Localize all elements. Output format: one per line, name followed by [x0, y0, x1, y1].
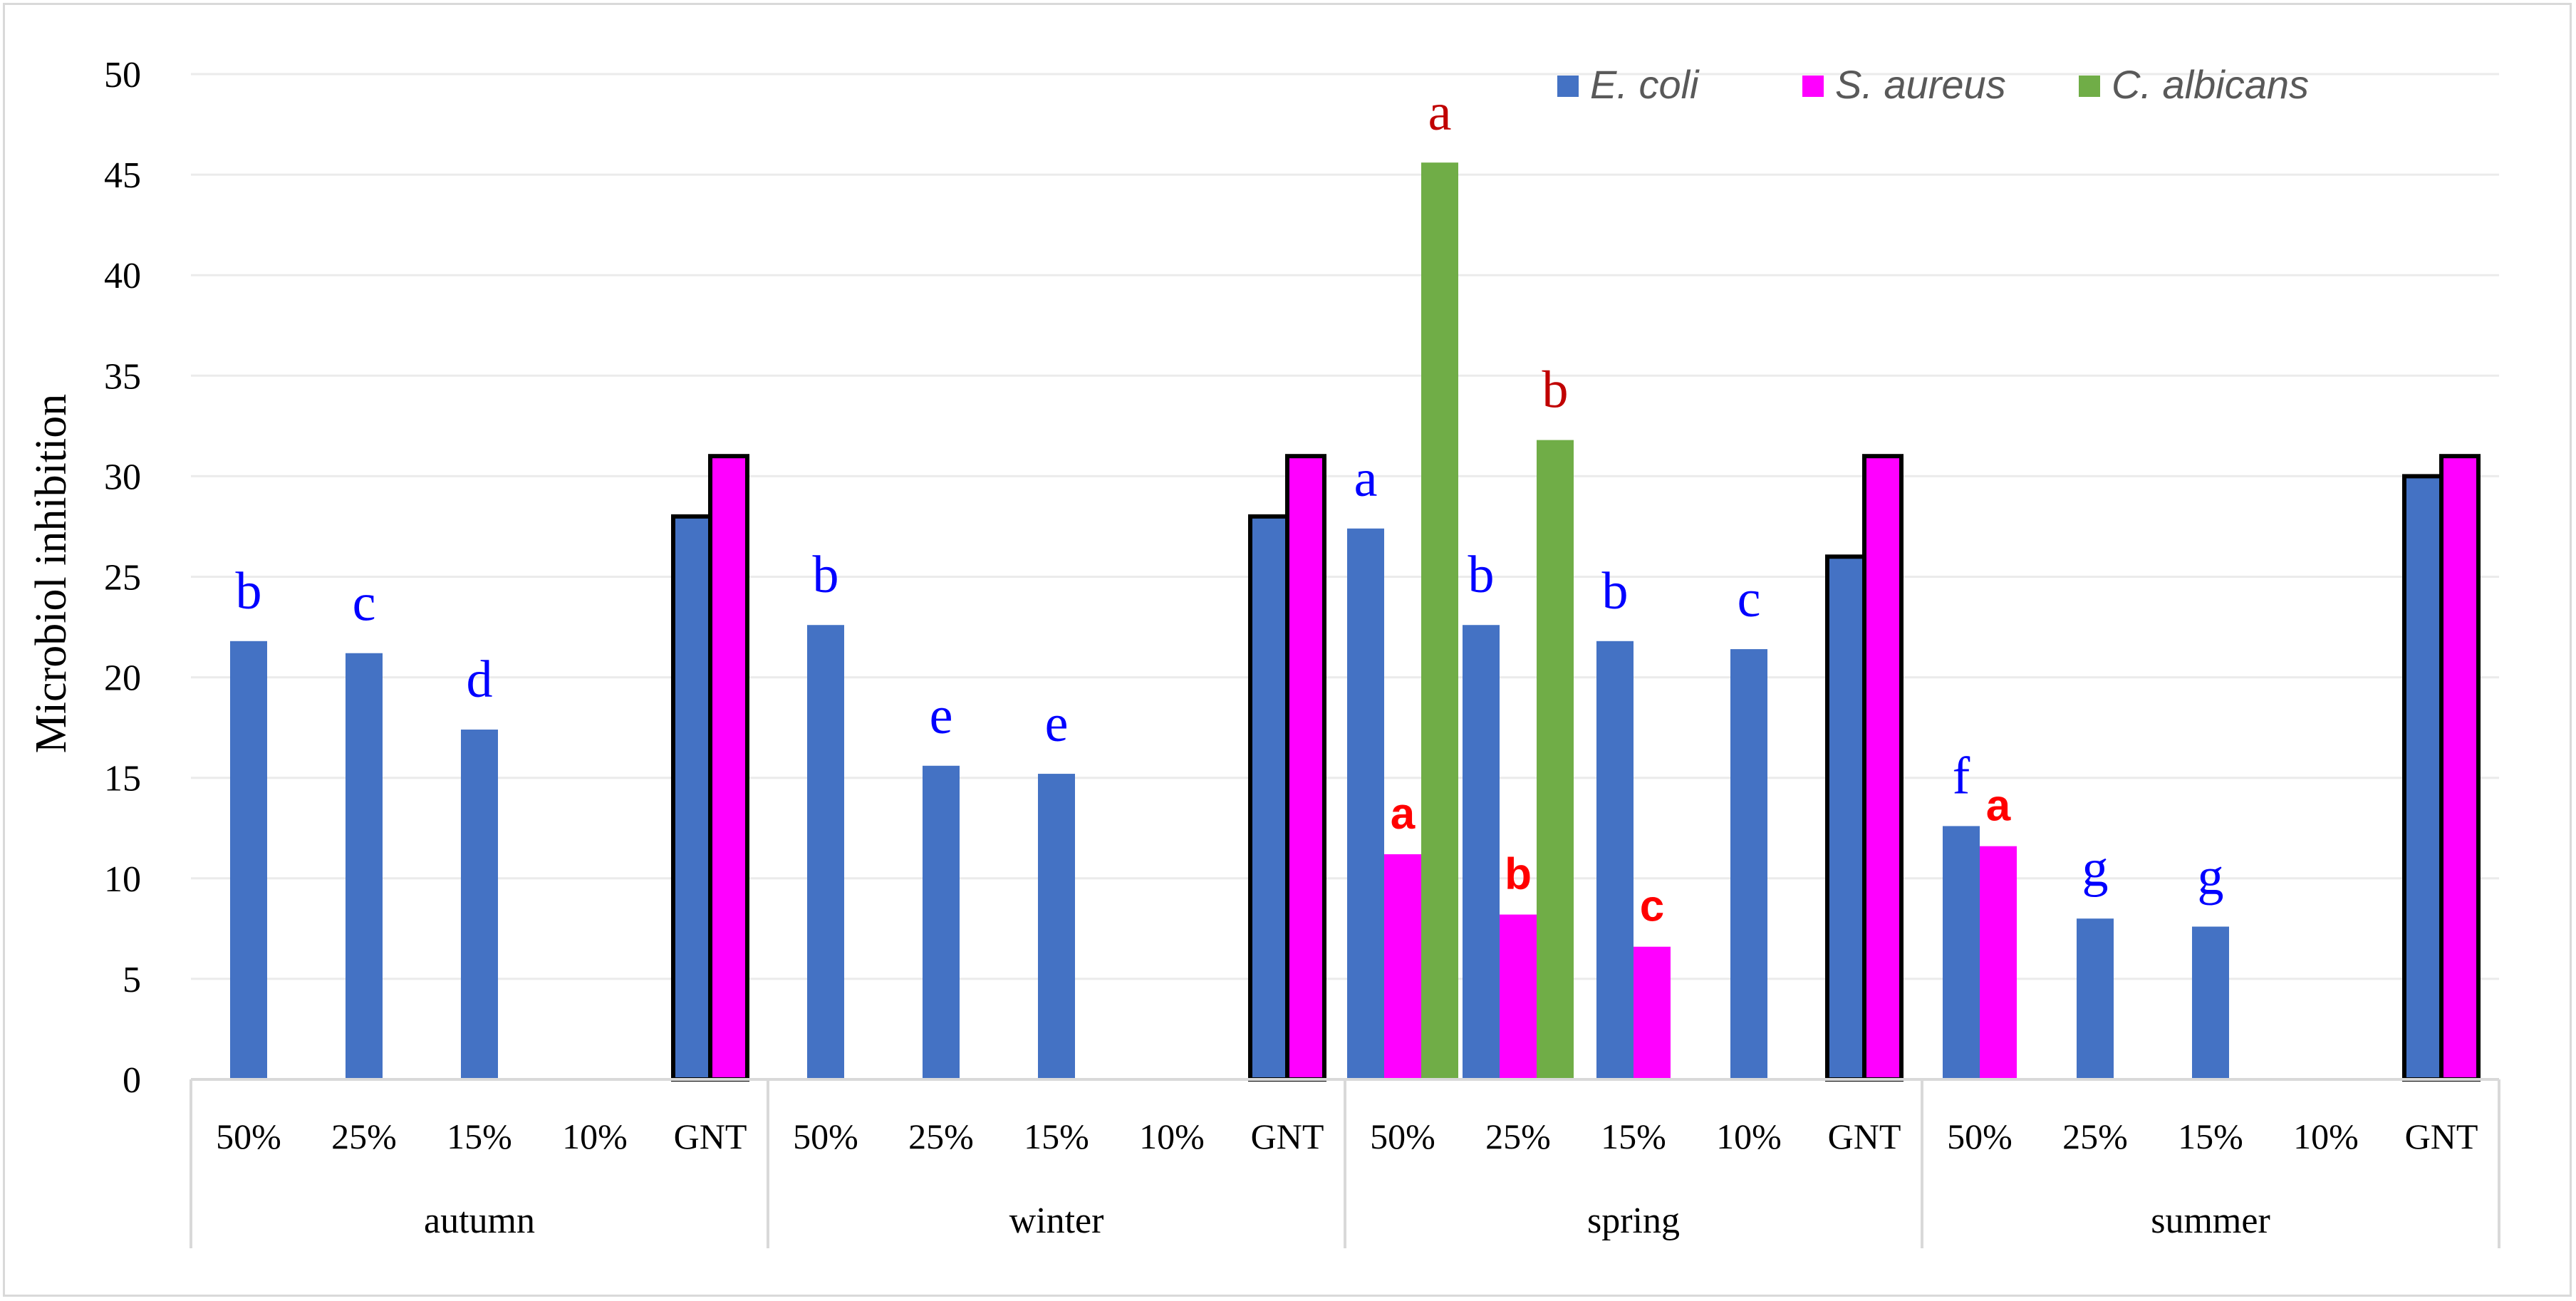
- bar-summer-15pct-ecoli: [2192, 926, 2229, 1079]
- bar-spring-25pct-ecoli: [1463, 625, 1500, 1079]
- x-tick-label-winter-15pct: 15%: [1024, 1116, 1089, 1156]
- x-tick-label-winter-50pct: 50%: [793, 1116, 858, 1156]
- y-tick-label-40: 40: [104, 256, 141, 296]
- gridlines: [191, 73, 2499, 980]
- bar-autumn-GNT-saureus: [708, 454, 749, 1082]
- bar-spring-15pct-ecoli: [1596, 641, 1634, 1079]
- y-tick-label-50: 50: [104, 55, 141, 95]
- significance-letter-0: b: [236, 562, 262, 621]
- significance-letter-16: a: [1986, 782, 2011, 831]
- bar-winter-50pct-ecoli: [807, 625, 844, 1079]
- bar-autumn-25pct-ecoli: [346, 653, 383, 1079]
- significance-letter-14: b: [1505, 850, 1532, 899]
- bar-summer-25pct-ecoli: [2077, 918, 2114, 1079]
- bar-spring-GNT-saureus: [1862, 454, 1904, 1082]
- group-label-spring: spring: [1587, 1201, 1680, 1241]
- x-tick-label-winter-GNT: GNT: [1251, 1116, 1324, 1156]
- y-tick-label-30: 30: [104, 457, 141, 497]
- bar-autumn-50pct-ecoli: [230, 641, 267, 1079]
- bar-summer-50pct-saureus: [1980, 846, 2017, 1079]
- significance-letter-18: b: [1542, 361, 1569, 420]
- legend: E. coli S. aureus C. albicans: [1557, 62, 2309, 107]
- bar-summer-50pct-ecoli: [1943, 826, 1980, 1079]
- significance-letter-3: b: [813, 546, 839, 604]
- x-tick-label-autumn-15pct: 15%: [447, 1116, 512, 1156]
- x-tick-label-winter-25pct: 25%: [908, 1116, 974, 1156]
- bar-spring-25pct-saureus: [1500, 914, 1537, 1079]
- bar-spring-50pct-ecoli: [1347, 528, 1384, 1079]
- significance-letter-2: d: [467, 650, 493, 709]
- x-tick-label-summer-15pct: 15%: [2178, 1116, 2243, 1156]
- y-tick-label-25: 25: [104, 558, 141, 598]
- y-tick-label-5: 5: [123, 960, 141, 1000]
- bar-spring-GNT-ecoli: [1825, 554, 1866, 1082]
- legend-label-saureus: S. aureus: [1835, 62, 2006, 107]
- axes: 0 5 10 15 20 25 30 35 40 45 50 50% 25% 15% 10% GNT 50% 25…: [104, 55, 2500, 1248]
- legend-swatch-saureus: [1802, 76, 1824, 97]
- bar-summer-GNT-saureus: [2439, 454, 2481, 1082]
- bar-winter-GNT-ecoli: [1248, 514, 1289, 1082]
- bar-spring-50pct-saureus: [1384, 854, 1421, 1079]
- group-label-summer: summer: [2151, 1201, 2270, 1241]
- significance-letter-6: a: [1354, 450, 1378, 508]
- legend-label-ecoli: E. coli: [1590, 62, 1700, 107]
- bar-autumn-GNT-ecoli: [671, 514, 712, 1082]
- x-tick-label-autumn-25pct: 25%: [331, 1116, 397, 1156]
- significance-letter-7: b: [1468, 546, 1495, 604]
- bar-spring-25pct-calbicans: [1537, 440, 1574, 1079]
- significance-letter-12: g: [2198, 848, 2224, 906]
- y-tick-label-15: 15: [104, 759, 141, 799]
- bar-spring-15pct-saureus: [1634, 946, 1671, 1079]
- bar-spring-10pct-ecoli: [1730, 649, 1767, 1079]
- bars: [230, 162, 2481, 1082]
- x-tick-label-spring-25pct: 25%: [1485, 1116, 1551, 1156]
- x-tick-label-summer-GNT: GNT: [2405, 1116, 2478, 1156]
- x-tick-label-autumn-GNT: GNT: [674, 1116, 747, 1156]
- significance-letter-1: c: [353, 574, 376, 633]
- significance-letter-17: a: [1428, 83, 1452, 142]
- y-axis-title: Microbiol inhibition: [27, 394, 76, 754]
- x-tick-label-spring-10pct: 10%: [1716, 1116, 1782, 1156]
- y-tick-label-0: 0: [123, 1060, 141, 1101]
- x-tick-label-spring-15pct: 15%: [1601, 1116, 1666, 1156]
- bar-winter-GNT-saureus: [1285, 454, 1326, 1082]
- bar-winter-15pct-ecoli: [1038, 774, 1075, 1079]
- bar-summer-GNT-ecoli: [2402, 474, 2443, 1082]
- group-label-winter: winter: [1009, 1201, 1104, 1241]
- significance-letter-8: b: [1602, 562, 1629, 621]
- y-tick-label-35: 35: [104, 356, 141, 397]
- bar-spring-50pct-calbicans: [1421, 162, 1458, 1080]
- legend-swatch-ecoli: [1557, 76, 1579, 97]
- y-tick-label-45: 45: [104, 155, 141, 196]
- significance-letter-9: c: [1738, 570, 1761, 628]
- x-tick-label-autumn-10pct: 10%: [562, 1116, 628, 1156]
- x-tick-label-spring-50pct: 50%: [1370, 1116, 1435, 1156]
- x-tick-label-summer-25pct: 25%: [2062, 1116, 2128, 1156]
- significance-letters: b c d b e e a b b c f g g a b c a a b: [236, 83, 2224, 931]
- significance-letter-11: g: [2082, 839, 2109, 898]
- y-tick-label-20: 20: [104, 658, 141, 699]
- x-tick-label-winter-10pct: 10%: [1139, 1116, 1205, 1156]
- legend-swatch-calbicans: [2079, 76, 2100, 97]
- legend-label-calbicans: C. albicans: [2112, 62, 2309, 107]
- significance-letter-13: a: [1391, 789, 1416, 839]
- y-tick-label-10: 10: [104, 859, 141, 900]
- bar-autumn-15pct-ecoli: [461, 729, 498, 1079]
- x-tick-label-autumn-50pct: 50%: [216, 1116, 281, 1156]
- significance-letter-15: c: [1640, 882, 1664, 931]
- x-tick-label-summer-50pct: 50%: [1947, 1116, 2012, 1156]
- x-tick-label-spring-GNT: GNT: [1828, 1116, 1901, 1156]
- significance-letter-5: e: [1045, 695, 1069, 753]
- significance-letter-4: e: [930, 687, 953, 745]
- x-tick-label-summer-10pct: 10%: [2293, 1116, 2359, 1156]
- significance-letter-10: f: [1953, 747, 1970, 805]
- group-label-autumn: autumn: [424, 1201, 535, 1241]
- bar-winter-25pct-ecoli: [923, 765, 960, 1079]
